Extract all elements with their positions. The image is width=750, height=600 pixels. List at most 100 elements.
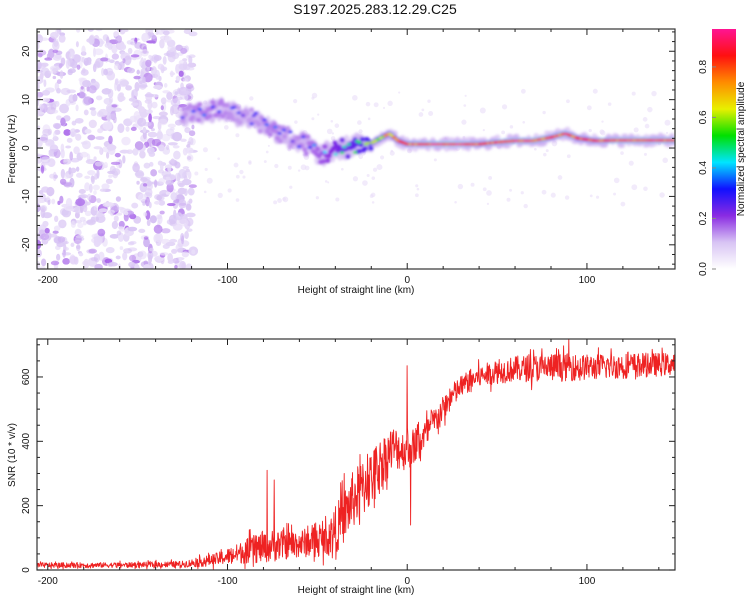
x-tick-label: -100 xyxy=(217,576,237,587)
noise-blob xyxy=(154,200,160,205)
noise-blob xyxy=(187,62,197,68)
noise-speck xyxy=(206,177,213,184)
noise-blob xyxy=(114,152,121,158)
noise-blob xyxy=(133,111,141,121)
snr-panel: -200 -100 0 100 0 200 400 600 Height of straigh… xyxy=(7,338,676,596)
noise-blob xyxy=(128,261,136,268)
x-tick-label: 100 xyxy=(579,275,596,286)
noise-blob xyxy=(165,180,174,186)
ridge-core xyxy=(240,114,246,117)
ridge-core xyxy=(296,145,302,149)
noise-speck xyxy=(265,150,269,154)
noise-blob xyxy=(97,128,104,134)
noise-blob xyxy=(40,156,51,164)
noise-blob xyxy=(146,40,156,44)
ridge-core xyxy=(357,141,362,144)
noise-blob xyxy=(69,255,78,265)
noise-blob xyxy=(104,202,114,207)
noise-blob xyxy=(183,90,190,95)
noise-speck xyxy=(204,167,208,171)
noise-speck xyxy=(317,113,320,116)
noise-speck xyxy=(227,188,232,193)
noise-blob xyxy=(149,247,154,252)
noise-blob xyxy=(177,173,181,183)
ridge-body xyxy=(359,136,365,142)
ridge-core xyxy=(236,111,241,115)
noise-blob xyxy=(54,81,60,92)
noise-speck xyxy=(380,155,385,160)
noise-blob xyxy=(134,171,144,177)
noise-blob xyxy=(113,31,119,37)
noise-blob xyxy=(101,183,110,190)
noise-blob xyxy=(51,198,56,205)
noise-blob xyxy=(43,79,47,88)
noise-blob xyxy=(76,172,83,178)
noise-blob xyxy=(184,231,189,240)
noise-blob xyxy=(56,115,62,121)
noise-speck xyxy=(647,106,653,113)
noise-blob xyxy=(74,236,85,242)
noise-blob xyxy=(69,128,77,137)
y-tick-label: -10 xyxy=(21,189,32,204)
noise-blob xyxy=(173,150,181,160)
noise-blob xyxy=(151,34,157,40)
noise-speck xyxy=(217,157,220,160)
noise-blob xyxy=(185,83,194,90)
noise-speck xyxy=(461,119,467,125)
noise-blob xyxy=(40,233,50,241)
noise-blob xyxy=(75,104,79,112)
noise-blob xyxy=(186,144,191,149)
noise-speck xyxy=(457,183,464,190)
noise-blob xyxy=(42,220,49,227)
noise-blob xyxy=(146,219,151,227)
ridge-body xyxy=(273,129,279,134)
noise-blob xyxy=(78,252,84,257)
ridge-body xyxy=(215,112,222,117)
noise-blob xyxy=(82,260,89,266)
noise-blob xyxy=(67,69,73,76)
ridge-body xyxy=(248,107,255,113)
noise-blob xyxy=(81,67,86,74)
noise-blob xyxy=(175,243,183,253)
noise-blob xyxy=(182,178,192,186)
noise-speck xyxy=(362,180,368,186)
noise-blob xyxy=(131,202,139,209)
noise-blob xyxy=(83,109,89,116)
noise-blob xyxy=(163,52,171,56)
noise-speck xyxy=(293,99,298,104)
noise-blob xyxy=(188,136,194,146)
noise-blob xyxy=(158,177,166,185)
noise-blob xyxy=(111,168,121,176)
noise-blob xyxy=(76,166,80,172)
noise-blob xyxy=(60,148,65,159)
noise-blob xyxy=(139,60,143,67)
colorbar-ticks: 0.0 0.2 0.4 0.6 0.8 xyxy=(698,60,716,276)
noise-speck xyxy=(520,191,524,195)
noise-blob xyxy=(103,97,113,105)
noise-speck xyxy=(433,158,437,162)
ridge-core xyxy=(217,110,222,113)
noise-speck xyxy=(643,152,647,156)
noise-speck xyxy=(545,149,549,153)
colorbar-tick-label: 0.4 xyxy=(698,161,709,175)
ridge-core xyxy=(672,138,675,142)
noise-blob xyxy=(95,136,105,140)
noise-blob xyxy=(182,166,190,170)
noise-speck xyxy=(223,125,229,130)
noise-speck xyxy=(371,176,376,180)
noise-blob xyxy=(63,204,74,211)
noise-blob xyxy=(52,49,59,54)
ridge-core xyxy=(197,107,203,111)
noise-blob xyxy=(188,184,197,189)
noise-speck xyxy=(421,108,425,112)
noise-blob xyxy=(170,98,181,107)
noise-blob xyxy=(174,264,178,269)
noise-blob xyxy=(170,127,175,131)
noise-blob xyxy=(116,212,123,216)
noise-blob xyxy=(156,194,162,201)
noise-blob xyxy=(130,54,140,58)
ridge-body xyxy=(257,129,263,134)
noise-blob xyxy=(116,230,122,236)
ridge-body xyxy=(356,148,363,154)
noise-blob xyxy=(133,75,141,80)
